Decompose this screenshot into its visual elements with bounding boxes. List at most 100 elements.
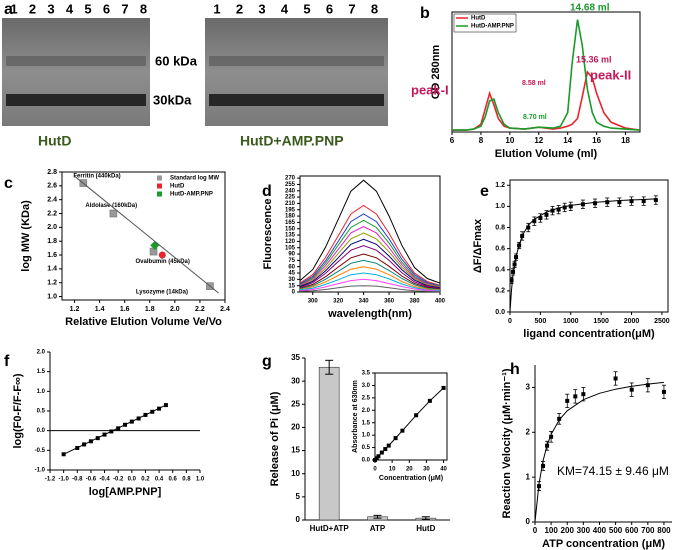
y-tick-label: 0 [296, 515, 301, 524]
x-tick-label: 1.8 [145, 306, 155, 313]
x-tick-label: 10 [505, 136, 514, 145]
line [452, 70, 641, 131]
y-axis-label: Reaction Velocity (μM·min⁻¹) [501, 368, 513, 518]
marker-label: 60 kDa [155, 53, 198, 68]
point [109, 209, 118, 218]
y-tick-label: -0.5 [35, 448, 46, 454]
annotation: 14.68 ml [570, 3, 610, 14]
x-axis-label: Elution Volume (ml) [495, 148, 598, 160]
panel-label: f [4, 353, 10, 370]
panel-label: h [510, 361, 520, 378]
point [573, 394, 578, 399]
x-tick-label: 16 [592, 136, 601, 145]
x-tick-label: 380 [410, 299, 421, 305]
y-axis-label: ΔF/ΔFmax [472, 218, 484, 273]
y-tick-label: 1.0 [37, 389, 46, 395]
gel-right [205, 18, 388, 126]
annotation: peak-II [590, 67, 631, 82]
lane-number: 4 [66, 1, 74, 16]
y-tick-label: 180 [285, 214, 296, 220]
y-tick-label: 120 [285, 239, 296, 245]
lane-number: 6 [103, 1, 110, 16]
point [593, 201, 598, 206]
y-tick-label: 25 [291, 399, 300, 408]
point [393, 436, 398, 441]
y-tick-label: 15 [291, 446, 300, 455]
point [557, 416, 562, 421]
lane-number: 8 [371, 1, 378, 16]
x-tick-label: 2.2 [195, 306, 205, 313]
x-tick-label: 0.4 [155, 477, 164, 483]
y-tick-label: 0.5 [362, 445, 371, 451]
y-tick-label: 0.5 [37, 409, 46, 415]
x-tick-label: 360 [384, 299, 395, 305]
y-axis-label: log MW (KDa) [20, 200, 32, 272]
y-tick-label: 1.0 [495, 203, 505, 210]
y-tick-label: 1.2 [495, 182, 505, 189]
y-tick-label: 0.0 [37, 428, 46, 434]
y-tick-label: 2 [526, 427, 531, 436]
y-tick-label: 10 [291, 469, 300, 478]
x-tick-label: -1.0 [58, 477, 69, 483]
line [299, 213, 441, 287]
x-tick-label: 0 [373, 467, 377, 473]
line [299, 278, 441, 292]
panel-label: e [480, 183, 489, 200]
y-tick-label: 105 [285, 245, 296, 251]
plot-frame [451, 11, 641, 133]
marker-label: 30kDa [153, 92, 192, 107]
y-tick-label: 225 [285, 195, 296, 201]
y-tick-label: 0.2 [495, 288, 505, 295]
x-tick-label: -0.2 [113, 477, 124, 483]
point [427, 398, 432, 403]
x-tick-label: 1000 [563, 318, 579, 325]
lane-number: 3 [47, 1, 54, 16]
legend-swatch [157, 183, 162, 189]
x-tick-label: -1.2 [45, 477, 56, 483]
x-tick-label: 1.0 [196, 477, 205, 483]
x-tick-label: HutD [416, 524, 435, 533]
plot-frame [299, 175, 441, 293]
chart-3: 0 500 1000 1500 2000 2500 0.0 0.2 0.4 0.6 0.8 1.0 1.… [472, 179, 670, 340]
x-tick-label: 8 [479, 136, 484, 145]
chart-0: 6 8 10 12 14 16 18 Elution Volume (ml) OD 280nm H… [411, 3, 641, 160]
point [653, 198, 658, 203]
panel-label: a [4, 1, 13, 18]
x-axis-label: log[AMP.PNP] [89, 486, 162, 498]
point [645, 383, 650, 388]
y-tick-label: 2.0 [362, 408, 371, 414]
x-tick-label: 800 [657, 526, 671, 535]
x-tick-label: 400 [435, 299, 446, 305]
legend-label: HutD [170, 184, 185, 190]
y-tick-label: 210 [285, 201, 296, 207]
legend-swatch [157, 175, 162, 181]
legend-frame [453, 13, 517, 33]
y-tick-label: 0.0 [362, 458, 371, 464]
y-tick-label: 15 [288, 283, 295, 289]
line [299, 204, 441, 286]
x-tick-label: 6 [450, 136, 455, 145]
x-tick-label: 500 [535, 318, 547, 325]
x-tick-label: 600 [625, 526, 639, 535]
annotation: 8.70 ml [523, 114, 547, 121]
x-axis-label: Concentration (μM) [379, 475, 443, 482]
point [379, 450, 384, 455]
panel-label: g [262, 353, 272, 370]
y-tick-label: 0.0 [495, 309, 505, 316]
point [581, 392, 586, 397]
annotation: 15.36 ml [576, 54, 612, 64]
y-tick-label: 1.2 [47, 280, 57, 287]
x-tick-label: 2.0 [170, 306, 180, 313]
point [376, 454, 381, 459]
x-tick-label: 0 [533, 526, 538, 535]
y-axis-label: Absorbance at 630nm [352, 380, 359, 453]
y-tick-label: 1.8 [47, 238, 57, 245]
y-tick-label: 2.0 [37, 350, 46, 356]
point [549, 434, 554, 439]
point [565, 398, 570, 403]
x-tick-label: 40 [440, 467, 447, 473]
y-tick-label: 0.6 [495, 245, 505, 252]
x-tick-label: 0.8 [182, 477, 191, 483]
x-tick-label: 340 [359, 299, 370, 305]
